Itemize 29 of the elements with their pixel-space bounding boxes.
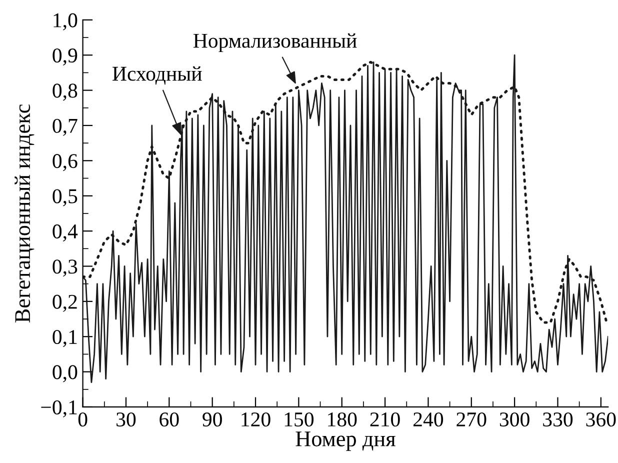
x-tick-label: 120 [242,412,270,426]
y-tick-label: 0,5 [52,189,78,206]
y-tick-label: 0,2 [52,294,77,312]
annotation: Исходный [112,66,202,85]
y-tick-label: 1,0 [54,13,78,30]
x-axis-title: Номер дня [296,432,396,451]
y-tick-label: 0,7 [52,118,78,136]
x-tick-label: 240 [414,412,444,426]
y-tick-label: 0,0 [52,365,78,382]
y-tick-label: −0,1 [41,400,77,418]
y-tick-label: 0,6 [52,154,78,172]
y-tick-label: 0,9 [52,48,78,66]
x-tick-label: 330 [543,412,573,426]
y-tick-label: 0,1 [52,330,77,348]
x-tick-label: 180 [328,412,357,426]
x-tick-label: 60 [160,412,179,426]
x-tick-label: 300 [500,412,530,426]
y-tick-label: 0,4 [52,224,78,242]
x-tick-label: 30 [116,412,136,426]
annotation: Нормализованный [193,33,357,52]
x-tick-label: 270 [456,412,486,426]
x-tick-label: 90 [202,412,222,426]
x-tick-label: 150 [284,412,314,426]
y-tick-label: 0,8 [52,84,78,101]
y-axis-title: Вегетационный индекс [14,104,34,322]
x-tick-label: 0 [78,412,88,426]
x-tick-label: 210 [370,412,400,426]
y-tick-label: 0,3 [52,260,78,277]
x-tick-label: 360 [586,412,616,426]
